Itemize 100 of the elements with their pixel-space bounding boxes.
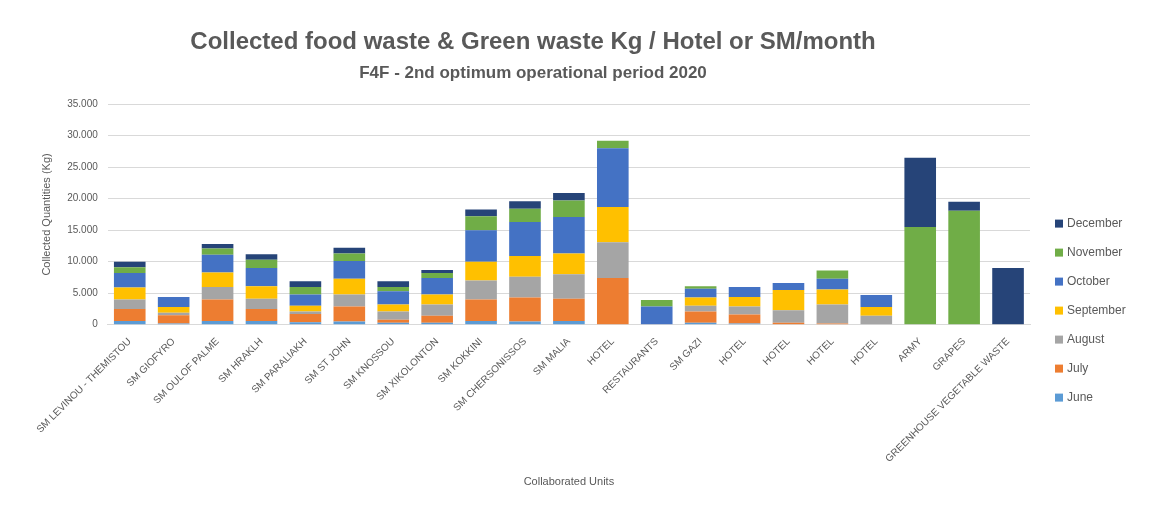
bar xyxy=(421,315,453,323)
chart-subtitle: F4F - 2nd optimum operational period 2020 xyxy=(359,62,707,82)
bar xyxy=(772,310,805,323)
bar xyxy=(948,210,980,325)
bar xyxy=(597,206,629,243)
bar xyxy=(113,299,146,309)
y-tick-label: 0 xyxy=(92,318,99,330)
bar xyxy=(860,315,893,325)
bar xyxy=(465,299,497,321)
bar xyxy=(245,254,278,260)
bar xyxy=(289,281,322,287)
bar xyxy=(465,209,497,217)
bar xyxy=(597,140,629,149)
bar xyxy=(201,248,234,255)
y-tick-label: 25.000 xyxy=(67,160,99,172)
bar xyxy=(465,230,497,262)
bar xyxy=(333,306,366,322)
legend-label: October xyxy=(1067,273,1110,288)
bar xyxy=(509,276,541,298)
bar xyxy=(553,193,585,201)
y-tick-label: 30.000 xyxy=(67,129,99,141)
bar xyxy=(333,294,366,307)
bar xyxy=(377,311,410,320)
y-tick-label: 15.000 xyxy=(67,223,99,235)
bar xyxy=(509,222,541,257)
bar xyxy=(245,298,278,309)
bar xyxy=(113,267,146,274)
bar xyxy=(860,307,893,316)
bar xyxy=(684,297,717,306)
bar xyxy=(860,295,893,308)
bar xyxy=(377,291,410,305)
legend-label: November xyxy=(1067,244,1123,259)
bar xyxy=(597,278,629,325)
bar xyxy=(157,315,190,324)
bar xyxy=(728,286,761,297)
bar xyxy=(992,267,1024,325)
bar xyxy=(728,306,761,315)
bar xyxy=(245,308,278,321)
bar xyxy=(421,278,453,295)
bar xyxy=(816,289,849,305)
legend-label: August xyxy=(1067,331,1106,346)
bar xyxy=(289,286,322,295)
bar xyxy=(553,200,585,217)
bar xyxy=(289,313,322,323)
bar xyxy=(201,254,234,273)
bar xyxy=(421,304,453,316)
bar xyxy=(597,242,629,279)
bar xyxy=(157,296,190,308)
bar xyxy=(553,216,585,254)
y-tick-label: 5.000 xyxy=(72,286,99,298)
bar xyxy=(684,311,717,323)
y-tick-label: 35.000 xyxy=(67,97,99,109)
bar xyxy=(201,286,234,300)
bar xyxy=(333,253,366,262)
bar xyxy=(772,290,805,311)
bar xyxy=(816,304,849,324)
bar xyxy=(465,280,497,300)
bar xyxy=(289,311,322,314)
bar xyxy=(465,320,497,325)
chart-title: Collected food waste & Green waste Kg / Hotel or SM/month xyxy=(190,27,876,55)
bar xyxy=(640,300,673,307)
bar xyxy=(553,274,585,299)
legend-label: December xyxy=(1067,215,1123,230)
bar xyxy=(509,201,541,209)
bar xyxy=(113,320,146,325)
bar xyxy=(509,256,541,277)
y-axis-title: Collected Quantities (Kg) xyxy=(39,153,52,276)
bar xyxy=(904,157,937,228)
bar xyxy=(509,297,541,322)
bar xyxy=(640,306,673,325)
bar xyxy=(728,296,761,307)
y-tick-label: 10.000 xyxy=(67,255,99,267)
bar xyxy=(421,269,453,274)
bar xyxy=(333,278,366,295)
bar xyxy=(333,261,366,279)
bar xyxy=(772,283,805,291)
bar xyxy=(597,148,629,207)
legend-label: June xyxy=(1067,389,1094,404)
bar xyxy=(201,299,234,321)
bar xyxy=(113,308,146,321)
bar xyxy=(465,216,497,231)
bar xyxy=(904,227,937,325)
bar xyxy=(113,287,146,300)
legend-label: September xyxy=(1067,302,1126,317)
bar xyxy=(421,294,453,305)
x-axis-title: Collaborated Units xyxy=(523,475,615,488)
bar xyxy=(245,259,278,268)
bar xyxy=(816,270,849,279)
bar xyxy=(816,278,849,290)
legend-label: July xyxy=(1067,360,1089,375)
bar xyxy=(289,294,322,306)
bar xyxy=(553,298,585,321)
bar xyxy=(157,307,190,313)
bar xyxy=(113,273,146,288)
y-tick-label: 20.000 xyxy=(67,192,99,204)
bar xyxy=(377,281,410,287)
bar xyxy=(509,208,541,222)
bar xyxy=(333,247,366,254)
bar xyxy=(684,288,717,298)
bar xyxy=(421,273,453,279)
